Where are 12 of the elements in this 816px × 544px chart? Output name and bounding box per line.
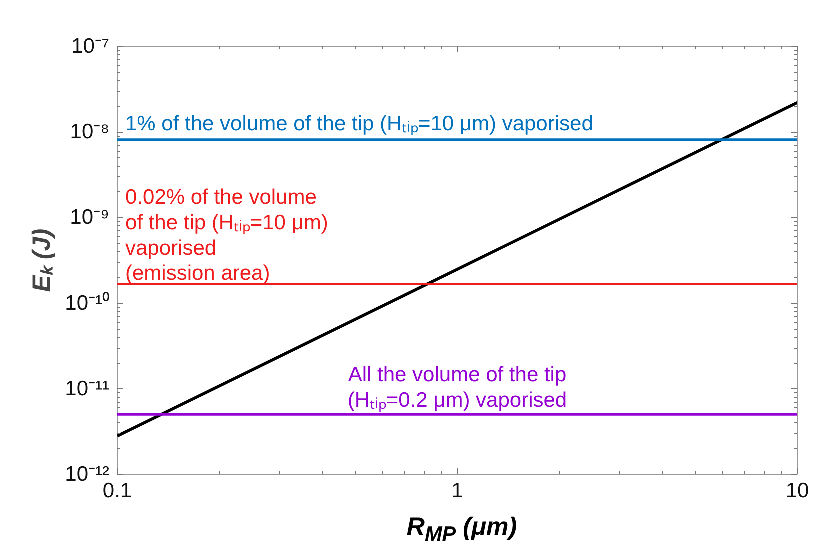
y-tick-label: 10⁻⁸ [70,120,110,144]
x-tick-label: 10 [786,480,810,502]
y-tick-label: 10⁻¹⁰ [65,292,110,315]
annotation: 0.02% of the volume of the tip (Hₜᵢₚ=10 μm) vaporised (emission area) [126,186,328,286]
x-tick-label: 1 [452,480,464,502]
y-tick-label: 10⁻¹¹ [65,377,110,400]
y-axis-title: Eₖ (J) [28,228,56,292]
y-tick-label: 10⁻⁷ [72,35,110,58]
x-axis-title: R$_{MP}$ (μm) [406,512,518,544]
y-tick-label: 10⁻⁹ [70,206,110,230]
annotation: 1% of the volume of the tip (Hₜᵢₚ=10 μm) vaporised [126,112,594,136]
annotation: All the volume of the tip (Hₜᵢₚ=0.2 μm) vaporised [348,364,568,413]
